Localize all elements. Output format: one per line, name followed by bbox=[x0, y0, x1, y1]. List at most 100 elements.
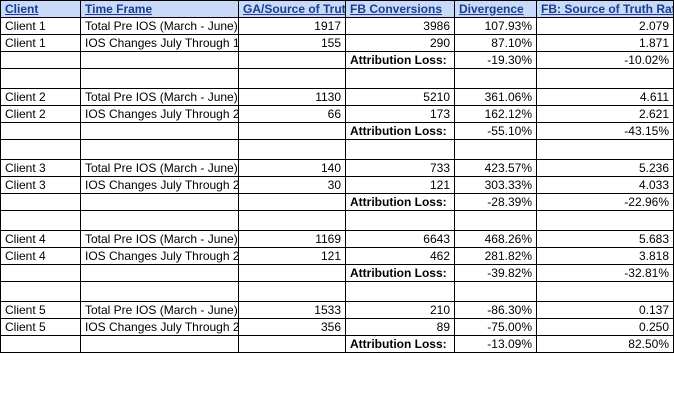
attribution-loss-label[interactable]: Attribution Loss: bbox=[345, 335, 455, 353]
ga-value-cell[interactable]: 66 bbox=[238, 105, 346, 123]
attribution-loss-divergence[interactable]: -19.30% bbox=[454, 51, 537, 69]
ratio-cell[interactable]: 5.683 bbox=[536, 230, 674, 248]
empty-cell[interactable] bbox=[80, 139, 239, 160]
client-cell[interactable]: Client 4 bbox=[0, 230, 81, 248]
divergence-cell[interactable]: 87.10% bbox=[454, 34, 537, 52]
time-frame-cell[interactable]: IOS Changes July Through 20th bbox=[80, 176, 239, 194]
fb-value-cell[interactable]: 290 bbox=[345, 34, 455, 52]
ratio-cell[interactable]: 3.818 bbox=[536, 247, 674, 265]
divergence-cell[interactable]: -75.00% bbox=[454, 318, 537, 336]
ga-value-cell[interactable]: 155 bbox=[238, 34, 346, 52]
empty-cell[interactable] bbox=[536, 139, 674, 160]
client-cell[interactable]: Client 2 bbox=[0, 105, 81, 123]
empty-cell[interactable] bbox=[536, 68, 674, 89]
empty-cell[interactable] bbox=[536, 281, 674, 302]
fb-value-cell[interactable]: 462 bbox=[345, 247, 455, 265]
empty-cell[interactable] bbox=[0, 210, 81, 231]
fb-value-cell[interactable]: 5210 bbox=[345, 88, 455, 106]
empty-cell[interactable] bbox=[345, 210, 455, 231]
attribution-loss-label[interactable]: Attribution Loss: bbox=[345, 193, 455, 211]
empty-cell[interactable] bbox=[80, 68, 239, 89]
header-fb-ratio[interactable]: FB: Source of Truth Ratio bbox=[536, 0, 674, 18]
fb-value-cell[interactable]: 6643 bbox=[345, 230, 455, 248]
fb-value-cell[interactable]: 89 bbox=[345, 318, 455, 336]
client-cell[interactable]: Client 5 bbox=[0, 318, 81, 336]
empty-cell[interactable] bbox=[238, 122, 346, 140]
empty-cell[interactable] bbox=[238, 51, 346, 69]
client-cell[interactable]: Client 1 bbox=[0, 34, 81, 52]
empty-cell[interactable] bbox=[80, 51, 239, 69]
fb-value-cell[interactable]: 3986 bbox=[345, 17, 455, 35]
header-fb-conversions[interactable]: FB Conversions bbox=[345, 0, 455, 18]
divergence-cell[interactable]: -86.30% bbox=[454, 301, 537, 319]
header-divergence[interactable]: Divergence bbox=[454, 0, 537, 18]
empty-cell[interactable] bbox=[0, 139, 81, 160]
client-cell[interactable]: Client 5 bbox=[0, 301, 81, 319]
empty-cell[interactable] bbox=[345, 68, 455, 89]
empty-cell[interactable] bbox=[454, 210, 537, 231]
fb-value-cell[interactable]: 121 bbox=[345, 176, 455, 194]
attribution-loss-ratio[interactable]: -32.81% bbox=[536, 264, 674, 282]
empty-cell[interactable] bbox=[0, 264, 81, 282]
empty-cell[interactable] bbox=[238, 335, 346, 353]
empty-cell[interactable] bbox=[0, 68, 81, 89]
fb-value-cell[interactable]: 210 bbox=[345, 301, 455, 319]
ratio-cell[interactable]: 2.079 bbox=[536, 17, 674, 35]
time-frame-cell[interactable]: IOS Changes July Through 20th bbox=[80, 318, 239, 336]
ga-value-cell[interactable]: 30 bbox=[238, 176, 346, 194]
empty-cell[interactable] bbox=[0, 51, 81, 69]
client-cell[interactable]: Client 4 bbox=[0, 247, 81, 265]
empty-cell[interactable] bbox=[0, 335, 81, 353]
empty-cell[interactable] bbox=[454, 281, 537, 302]
ga-value-cell[interactable]: 1917 bbox=[238, 17, 346, 35]
empty-cell[interactable] bbox=[454, 139, 537, 160]
attribution-loss-ratio[interactable]: 82.50% bbox=[536, 335, 674, 353]
empty-cell[interactable] bbox=[0, 193, 81, 211]
time-frame-cell[interactable]: Total Pre IOS (March - June) bbox=[80, 88, 239, 106]
empty-cell[interactable] bbox=[80, 193, 239, 211]
attribution-loss-ratio[interactable]: -10.02% bbox=[536, 51, 674, 69]
attribution-loss-divergence[interactable]: -28.39% bbox=[454, 193, 537, 211]
divergence-cell[interactable]: 423.57% bbox=[454, 159, 537, 177]
ga-value-cell[interactable]: 1533 bbox=[238, 301, 346, 319]
empty-cell[interactable] bbox=[345, 139, 455, 160]
client-cell[interactable]: Client 1 bbox=[0, 17, 81, 35]
ga-value-cell[interactable]: 356 bbox=[238, 318, 346, 336]
ratio-cell[interactable]: 4.033 bbox=[536, 176, 674, 194]
divergence-cell[interactable]: 361.06% bbox=[454, 88, 537, 106]
attribution-loss-divergence[interactable]: -39.82% bbox=[454, 264, 537, 282]
empty-cell[interactable] bbox=[238, 264, 346, 282]
time-frame-cell[interactable]: Total Pre IOS (March - June) bbox=[80, 301, 239, 319]
time-frame-cell[interactable]: Total Pre IOS (March - June) bbox=[80, 17, 239, 35]
empty-cell[interactable] bbox=[238, 193, 346, 211]
empty-cell[interactable] bbox=[80, 335, 239, 353]
ratio-cell[interactable]: 1.871 bbox=[536, 34, 674, 52]
header-time-frame[interactable]: Time Frame bbox=[80, 0, 239, 18]
empty-cell[interactable] bbox=[454, 68, 537, 89]
empty-cell[interactable] bbox=[0, 281, 81, 302]
attribution-loss-label[interactable]: Attribution Loss: bbox=[345, 264, 455, 282]
fb-value-cell[interactable]: 733 bbox=[345, 159, 455, 177]
header-client[interactable]: Client bbox=[0, 0, 81, 18]
empty-cell[interactable] bbox=[0, 122, 81, 140]
time-frame-cell[interactable]: Total Pre IOS (March - June) bbox=[80, 159, 239, 177]
time-frame-cell[interactable]: IOS Changes July Through 20th bbox=[80, 247, 239, 265]
empty-cell[interactable] bbox=[238, 281, 346, 302]
ratio-cell[interactable]: 5.236 bbox=[536, 159, 674, 177]
time-frame-cell[interactable]: IOS Changes July Through 20th bbox=[80, 105, 239, 123]
attribution-loss-label[interactable]: Attribution Loss: bbox=[345, 122, 455, 140]
ratio-cell[interactable]: 0.250 bbox=[536, 318, 674, 336]
divergence-cell[interactable]: 107.93% bbox=[454, 17, 537, 35]
client-cell[interactable]: Client 3 bbox=[0, 176, 81, 194]
empty-cell[interactable] bbox=[238, 210, 346, 231]
empty-cell[interactable] bbox=[80, 281, 239, 302]
ga-value-cell[interactable]: 140 bbox=[238, 159, 346, 177]
time-frame-cell[interactable]: IOS Changes July Through 18th bbox=[80, 34, 239, 52]
empty-cell[interactable] bbox=[80, 210, 239, 231]
empty-cell[interactable] bbox=[345, 281, 455, 302]
client-cell[interactable]: Client 2 bbox=[0, 88, 81, 106]
ga-value-cell[interactable]: 1130 bbox=[238, 88, 346, 106]
empty-cell[interactable] bbox=[80, 264, 239, 282]
attribution-loss-ratio[interactable]: -43.15% bbox=[536, 122, 674, 140]
divergence-cell[interactable]: 303.33% bbox=[454, 176, 537, 194]
